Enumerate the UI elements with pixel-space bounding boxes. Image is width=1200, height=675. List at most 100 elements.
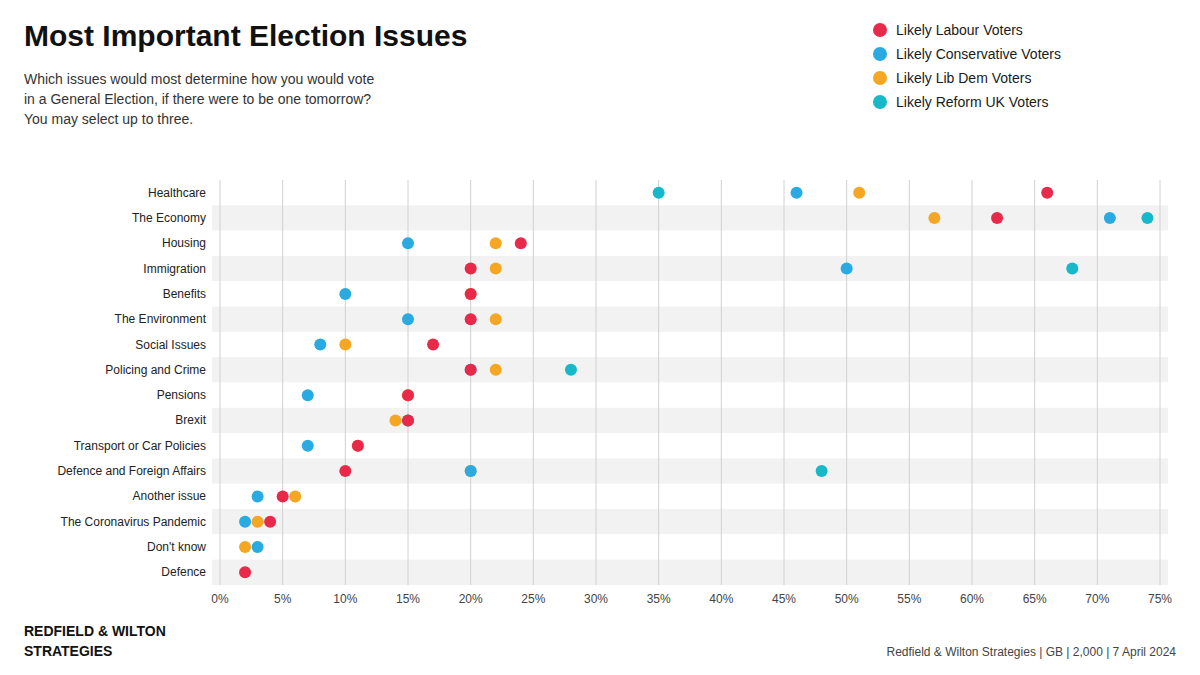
dot: [427, 339, 439, 351]
dot: [515, 237, 527, 249]
x-tick-label: 0%: [211, 592, 229, 606]
legend-swatch: [873, 95, 887, 109]
dot: [252, 516, 264, 528]
x-tick-label: 45%: [772, 592, 796, 606]
series: [239, 187, 1116, 553]
legend: Likely Labour Voters Likely Conservative …: [873, 22, 1061, 110]
dot: [402, 313, 414, 325]
x-tick-label: 20%: [459, 592, 483, 606]
subtitle-line: You may select up to three.: [24, 111, 193, 127]
grid-line: [1034, 180, 1035, 585]
row-band: [212, 383, 1168, 408]
grid-line: [972, 180, 973, 585]
row-band: [212, 180, 1168, 205]
legend-label: Likely Reform UK Voters: [896, 94, 1049, 110]
dot: [239, 516, 251, 528]
grid-line: [470, 180, 471, 585]
row-band: [212, 458, 1168, 483]
dot: [352, 440, 364, 452]
y-tick-label: Housing: [162, 236, 206, 250]
chart: Most Important Election IssuesWhich issu…: [0, 0, 1200, 675]
footer: REDFIELD & WILTONSTRATEGIESRedfield & Wi…: [24, 623, 1176, 659]
y-tick-label: Another issue: [133, 489, 207, 503]
row-bands: [212, 180, 1168, 585]
dot: [339, 288, 351, 300]
dot: [302, 440, 314, 452]
x-tick-label: 25%: [521, 592, 545, 606]
subtitle-line: in a General Election, if there were to …: [24, 91, 371, 107]
row-band: [212, 231, 1168, 256]
dot: [841, 263, 853, 275]
dot: [252, 490, 264, 502]
grid-line: [282, 180, 283, 585]
row-band: [212, 433, 1168, 458]
dot: [402, 389, 414, 401]
y-tick-label: Social Issues: [135, 338, 206, 352]
dot: [1104, 212, 1116, 224]
grid-line: [220, 180, 221, 585]
dot: [339, 465, 351, 477]
dot: [465, 288, 477, 300]
dot: [402, 414, 414, 426]
x-tick-label: 15%: [396, 592, 420, 606]
y-tick-label: Pensions: [157, 388, 206, 402]
x-tick-label: 60%: [960, 592, 984, 606]
grid-line: [533, 180, 534, 585]
y-tick-label: Immigration: [143, 262, 206, 276]
x-tick-label: 70%: [1085, 592, 1109, 606]
grid-line: [1097, 180, 1098, 585]
dot: [816, 465, 828, 477]
legend-label: Likely Lib Dem Voters: [896, 70, 1031, 86]
annotation: REDFIELD & WILTON: [24, 623, 166, 639]
x-tick-label: 40%: [709, 592, 733, 606]
row-band: [212, 534, 1168, 559]
dot: [1141, 212, 1153, 224]
y-tick-label: Don't know: [147, 540, 206, 554]
grid-line: [1160, 180, 1161, 585]
series: [239, 187, 1053, 579]
row-band: [212, 256, 1168, 281]
dot: [264, 516, 276, 528]
x-axis: 0%5%10%15%20%25%30%35%40%45%50%55%60%65%…: [211, 180, 1172, 606]
x-tick-label: 75%: [1148, 592, 1172, 606]
y-tick-label: Defence: [161, 565, 206, 579]
dot: [490, 313, 502, 325]
row-band: [212, 484, 1168, 509]
row-band: [212, 332, 1168, 357]
y-tick-label: The Coronavirus Pandemic: [61, 515, 206, 529]
dot: [402, 414, 414, 426]
row-band: [212, 205, 1168, 230]
grid-line: [909, 180, 910, 585]
y-tick-label: Defence and Foreign Affairs: [57, 464, 206, 478]
grid-line: [846, 180, 847, 585]
dot: [239, 541, 251, 553]
dot: [465, 364, 477, 376]
y-tick-label: Transport or Car Policies: [74, 439, 206, 453]
y-tick-label: Brexit: [175, 413, 206, 427]
dot: [339, 339, 351, 351]
x-tick-label: 10%: [333, 592, 357, 606]
subtitle-line: Which issues would most determine how yo…: [24, 71, 374, 87]
y-tick-label: Healthcare: [148, 186, 206, 200]
legend-swatch: [873, 71, 887, 85]
dot: [402, 389, 414, 401]
legend-label: Likely Labour Voters: [896, 22, 1023, 38]
x-tick-label: 55%: [897, 592, 921, 606]
legend-swatch: [873, 47, 887, 61]
series: [565, 187, 1154, 477]
grid-line: [658, 180, 659, 585]
annotation: Redfield & Wilton Strategies | GB | 2,00…: [886, 645, 1176, 659]
dot: [465, 364, 477, 376]
row-band: [212, 560, 1168, 585]
dot: [302, 389, 314, 401]
row-band: [212, 509, 1168, 534]
legend-label: Likely Conservative Voters: [896, 46, 1061, 62]
grid-line: [784, 180, 785, 585]
dot: [465, 465, 477, 477]
dot: [490, 263, 502, 275]
dot: [277, 490, 289, 502]
grid-line: [721, 180, 722, 585]
dot: [791, 187, 803, 199]
x-tick-label: 5%: [274, 592, 292, 606]
dot: [1041, 187, 1053, 199]
